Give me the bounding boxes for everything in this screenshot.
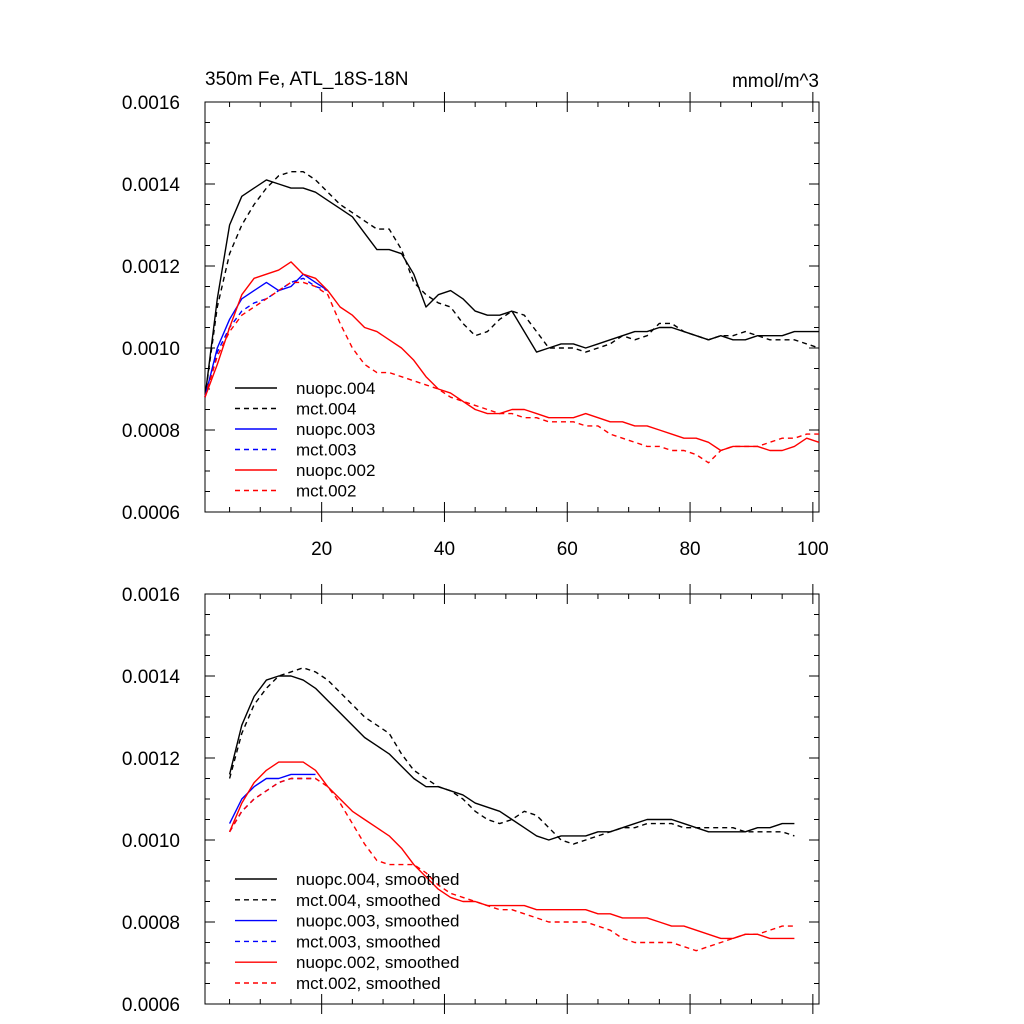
top-ytick-label: 0.0016 bbox=[122, 93, 180, 114]
top-xtick-label: 40 bbox=[434, 539, 455, 560]
top-xtick-label: 100 bbox=[797, 539, 829, 560]
bottom-ytick-label: 0.0010 bbox=[122, 831, 180, 852]
bottom-ytick-label: 0.0014 bbox=[122, 667, 181, 688]
chart-title: 350m Fe, ATL_18S-18N bbox=[205, 69, 408, 90]
series-line-nuopc-002 bbox=[204, 261, 820, 452]
legend-label-mct-003-smoothed: mct.003, smoothed bbox=[296, 932, 441, 951]
series-line-nuopc-003-smoothed bbox=[228, 773, 316, 824]
top-xtick-label: 80 bbox=[679, 539, 700, 560]
legend-label-mct-002-smoothed: mct.002, smoothed bbox=[296, 974, 441, 993]
legend-label-nuopc-002-smoothed: nuopc.002, smoothed bbox=[296, 953, 460, 972]
legend-label-nuopc-003-smoothed: nuopc.003, smoothed bbox=[296, 912, 460, 931]
series-line-mct-004-smoothed bbox=[228, 667, 795, 845]
series-line-mct-004 bbox=[204, 170, 820, 398]
top-panel: 0.0006 0.0008 0.0010 0.0012 0.0014 0.0016 20 40… bbox=[122, 69, 829, 560]
legend-label-nuopc-004: nuopc.004 bbox=[296, 379, 375, 398]
bottom-ytick-label: 0.0012 bbox=[122, 749, 180, 770]
series-line-mct-002-smoothed bbox=[228, 777, 795, 952]
top-ytick-label: 0.0014 bbox=[122, 175, 181, 196]
legend-label-mct-003: mct.003 bbox=[296, 441, 356, 460]
series-line-nuopc-004-smoothed bbox=[228, 675, 795, 841]
legend-label-nuopc-002: nuopc.002 bbox=[296, 461, 375, 480]
top-xtick-label: 60 bbox=[557, 539, 578, 560]
series-line-mct-002 bbox=[204, 281, 819, 464]
top-ytick-label: 0.0008 bbox=[122, 421, 180, 442]
bottom-panel: 0.0006 0.0008 0.0010 0.0012 0.0014 0.0016 nuop… bbox=[122, 584, 820, 1016]
legend-label-mct-004: mct.004 bbox=[296, 400, 356, 419]
top-ytick-label: 0.0012 bbox=[122, 257, 180, 278]
bottom-ytick-label: 0.0006 bbox=[122, 995, 180, 1016]
bottom-ytick-label: 0.0008 bbox=[122, 913, 180, 934]
legend-label-mct-004-smoothed: mct.004, smoothed bbox=[296, 891, 441, 910]
legend-label-mct-002: mct.002 bbox=[296, 482, 356, 501]
series-line-nuopc-002-smoothed bbox=[228, 761, 795, 940]
legend-label-nuopc-003: nuopc.003 bbox=[296, 420, 375, 439]
top-ytick-label: 0.0010 bbox=[122, 339, 180, 360]
bottom-ytick-label: 0.0016 bbox=[122, 585, 180, 606]
top-xtick-label: 20 bbox=[311, 539, 332, 560]
series-line-nuopc-003 bbox=[204, 273, 329, 398]
top-ytick-label: 0.0006 bbox=[122, 503, 180, 524]
series-line-mct-003 bbox=[204, 277, 329, 398]
units-label: mmol/m^3 bbox=[732, 71, 819, 92]
legend-label-nuopc-004-smoothed: nuopc.004, smoothed bbox=[296, 870, 460, 889]
